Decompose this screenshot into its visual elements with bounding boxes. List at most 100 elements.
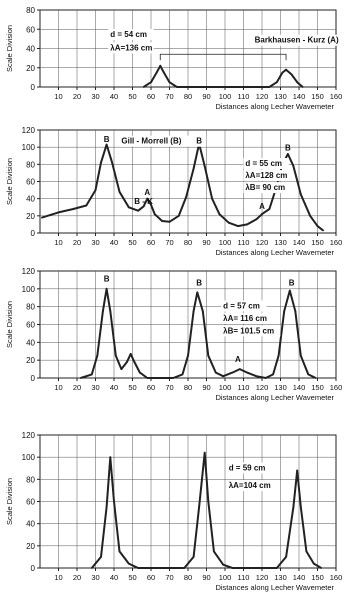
annotation-label: λB= 101.5 cm xyxy=(223,326,274,335)
x-tick-label: 20 xyxy=(73,238,81,247)
data-series-line xyxy=(91,451,322,569)
data-point xyxy=(222,375,225,378)
data-point xyxy=(299,354,302,357)
x-tick-label: 120 xyxy=(256,383,269,392)
chart-panel-1: 0 20 40 60 80 10 20 30 40 50 60 70 80 90 100 110 120 130 1… xyxy=(5,6,345,111)
annotation-label: Gill - Morrell (B) xyxy=(121,137,181,146)
y-tick-label: 80 xyxy=(26,303,35,312)
x-tick-label: 160 xyxy=(330,383,343,392)
x-tick-label: 110 xyxy=(238,92,250,101)
data-point xyxy=(161,220,164,222)
data-point xyxy=(281,71,284,74)
y-tick-label: 100 xyxy=(22,453,36,462)
data-point xyxy=(113,500,115,503)
data-point xyxy=(277,354,280,357)
y-tick-label: 120 xyxy=(22,126,36,135)
data-point xyxy=(187,354,189,357)
data-point xyxy=(142,205,145,208)
data-point xyxy=(100,556,102,558)
data-point xyxy=(118,190,121,193)
data-point xyxy=(176,86,178,88)
annotation-label: λA=128 cm xyxy=(245,171,287,180)
data-point xyxy=(196,291,199,294)
x-tick-label: 70 xyxy=(165,238,173,247)
data-point xyxy=(129,353,132,355)
data-point xyxy=(126,361,128,363)
data-point xyxy=(292,165,295,168)
x-tick-label: 140 xyxy=(293,383,306,392)
data-point xyxy=(150,203,152,206)
chart-panel-2: 0 20 40 60 80 100 120 10 20 30 40 50 60 70 80 90 100 110 1… xyxy=(5,126,342,257)
x-tick-label: 60 xyxy=(147,92,155,101)
data-point xyxy=(168,220,171,223)
data-point xyxy=(185,196,188,198)
data-point xyxy=(264,377,267,379)
x-tick-label: 20 xyxy=(73,383,81,392)
data-point xyxy=(231,371,234,374)
y-tick-label: 80 xyxy=(26,160,35,169)
x-tick-label: 140 xyxy=(293,573,306,582)
data-point xyxy=(177,214,180,217)
data-point xyxy=(314,377,317,379)
data-point xyxy=(96,354,99,357)
annotation-label: d = 57 cm xyxy=(223,301,260,310)
x-tick-label: 50 xyxy=(128,383,136,392)
data-point xyxy=(120,368,123,370)
data-point xyxy=(137,209,140,212)
data-point xyxy=(316,225,319,228)
y-axis-label: Scale Division xyxy=(5,25,14,72)
data-point xyxy=(183,567,186,569)
annotation-label: λA=104 cm xyxy=(229,481,271,490)
data-point xyxy=(268,86,271,88)
data-point xyxy=(211,197,214,200)
x-tick-label: 40 xyxy=(110,573,118,582)
annotation-label: B - K xyxy=(134,197,153,206)
data-point xyxy=(222,563,225,566)
data-point xyxy=(283,310,286,312)
data-point xyxy=(114,354,117,357)
y-tick-label: 40 xyxy=(26,520,35,529)
data-series-line xyxy=(143,64,304,88)
data-point xyxy=(109,456,112,459)
data-point xyxy=(85,204,88,207)
annotation-bg xyxy=(252,34,345,46)
data-point xyxy=(105,506,108,508)
x-tick-label: 100 xyxy=(219,383,232,392)
annotation-bg xyxy=(221,312,272,324)
data-point xyxy=(268,208,271,210)
data-point xyxy=(231,567,234,569)
data-point xyxy=(192,310,195,312)
x-tick-label: 100 xyxy=(219,573,232,582)
y-tick-label: 0 xyxy=(31,229,36,238)
data-point xyxy=(294,310,297,312)
data-point xyxy=(155,71,158,74)
data-point xyxy=(299,506,302,508)
data-point xyxy=(41,216,43,219)
data-point xyxy=(118,550,121,553)
x-tick-label: 100 xyxy=(219,238,232,247)
x-tick-label: 160 xyxy=(330,238,343,247)
y-tick-label: 0 xyxy=(31,83,36,92)
x-tick-label: 120 xyxy=(256,92,269,101)
annotation-bg xyxy=(221,300,267,312)
y-tick-label: 120 xyxy=(22,431,36,440)
x-tick-label: 70 xyxy=(165,573,173,582)
y-axis-label: Scale Division xyxy=(5,478,14,525)
chart-panel-4: 0 20 40 60 80 100 120 10 20 30 40 50 60 70 80 90 100 110 1… xyxy=(5,431,342,592)
data-point xyxy=(90,373,93,376)
data-point xyxy=(100,161,102,164)
annotation-label: λB= 90 cm xyxy=(245,183,285,192)
x-tick-label: 70 xyxy=(165,383,173,392)
x-tick-label: 120 xyxy=(256,238,269,247)
annotation-bg xyxy=(108,28,154,40)
annotation-label: B xyxy=(104,275,110,284)
x-tick-label: 50 xyxy=(128,238,136,247)
annotation-bg xyxy=(243,158,289,170)
data-point xyxy=(214,371,217,374)
x-tick-label: 10 xyxy=(54,383,62,392)
x-tick-label: 120 xyxy=(256,573,269,582)
annotation-label: Barkhausen - Kurz (A) xyxy=(255,36,339,45)
x-tick-label: 80 xyxy=(184,383,192,392)
y-tick-label: 40 xyxy=(26,45,35,54)
